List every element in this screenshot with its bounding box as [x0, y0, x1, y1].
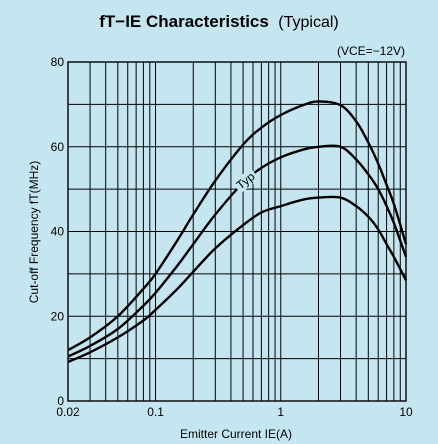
typ-annotation-backdrop — [232, 167, 260, 194]
y-tick-label: 0 — [57, 394, 64, 408]
y-axis-label: Cut-off Frequency fT(MHz) — [27, 161, 41, 303]
y-tick-label: 20 — [51, 309, 65, 323]
y-tick-label: 60 — [51, 140, 65, 154]
x-tick-label: 0.02 — [56, 405, 80, 419]
x-tick-label: 0.1 — [147, 405, 164, 419]
chart-title-main: fT−IE Characteristics — [99, 12, 269, 31]
series-line — [67, 144, 408, 358]
x-axis-label: Emitter Current IE(A) — [180, 427, 292, 441]
series-line — [67, 195, 408, 364]
chart-title: fT−IE Characteristics (Typical) — [99, 12, 339, 31]
y-tick-labels: 0 20 40 60 80 — [51, 55, 65, 408]
x-tick-labels: 0.02 0.1 1 10 — [56, 405, 413, 419]
x-tick-label: 10 — [399, 405, 413, 419]
chart-title-sub: (Typical) — [278, 14, 338, 31]
grid-lines — [68, 62, 406, 401]
y-tick-label: 40 — [51, 225, 65, 239]
y-tick-label: 80 — [51, 55, 65, 69]
series-line — [67, 100, 408, 352]
series-group — [67, 100, 408, 364]
condition-label: (VCE=−12V) — [337, 44, 405, 58]
x-tick-label: 1 — [277, 405, 284, 419]
